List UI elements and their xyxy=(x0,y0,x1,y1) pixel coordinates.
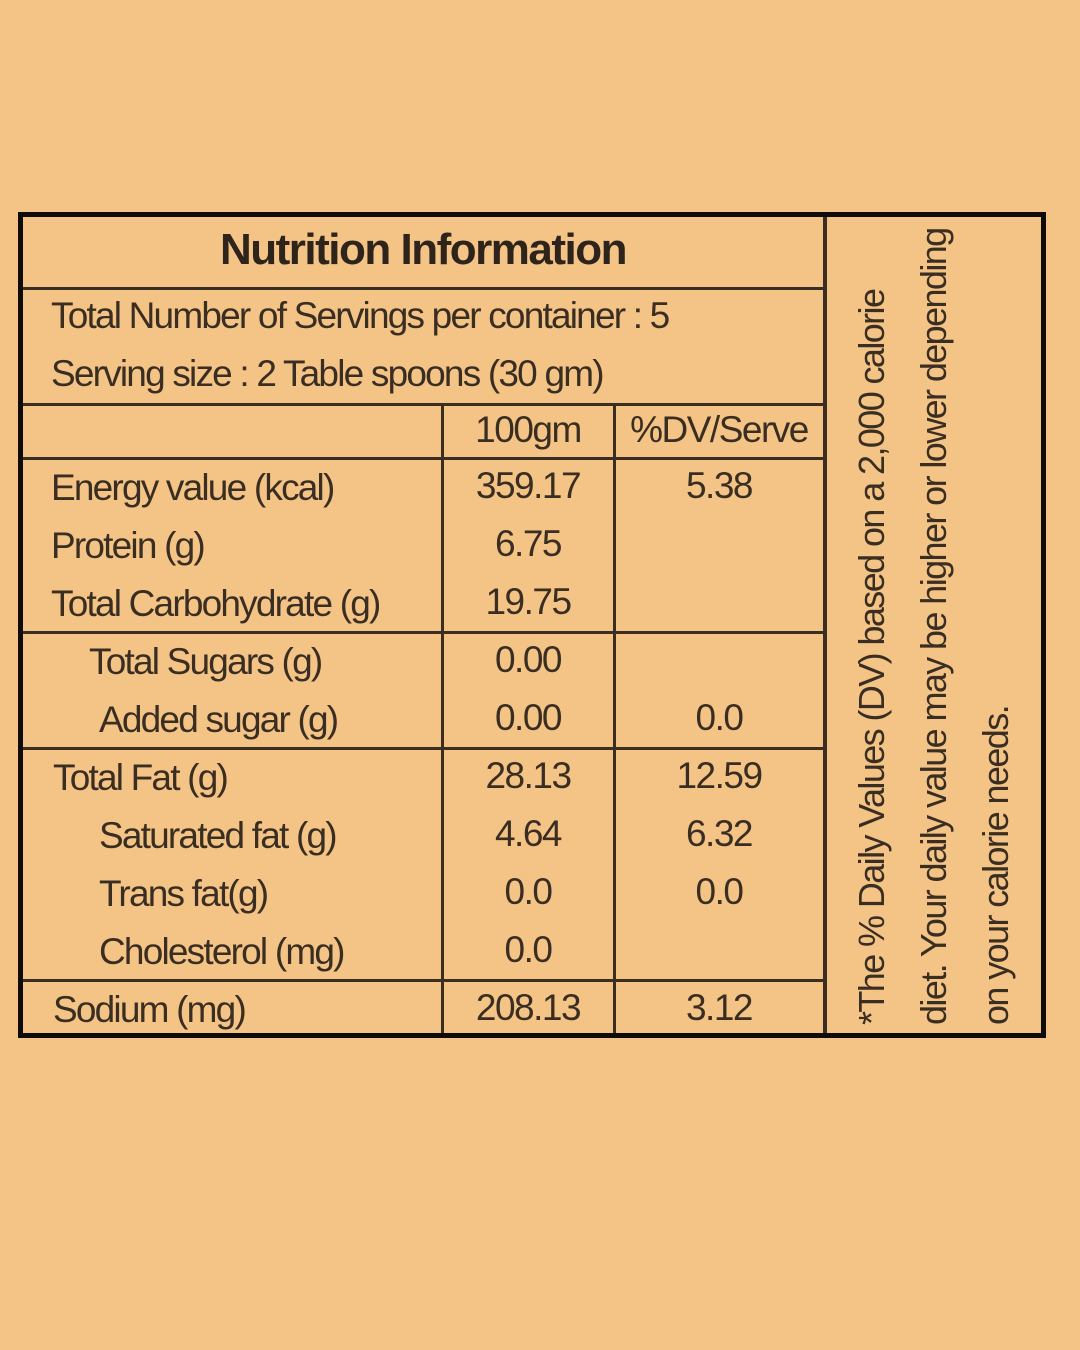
divider xyxy=(23,287,823,290)
divider xyxy=(23,631,823,634)
divider xyxy=(23,403,823,406)
row-added-sugar-label: Added sugar (g) xyxy=(99,699,339,740)
row-total-fat-dv: 12.59 xyxy=(676,755,763,796)
nutrition-table: Nutrition Information Total Number of Se… xyxy=(23,217,827,1033)
divider xyxy=(23,979,823,982)
row-total-fat-per100: 28.13 xyxy=(485,755,572,796)
row-carbohydrate-label: Total Carbohydrate (g) xyxy=(51,583,381,624)
column-header-100gm: 100gm xyxy=(475,409,582,450)
row-trans-fat-per100: 0.0 xyxy=(504,871,553,912)
divider xyxy=(23,747,823,750)
row-cholesterol-label: Cholesterol (mg) xyxy=(99,931,345,972)
row-total-sugars-per100: 0.00 xyxy=(494,639,563,680)
row-trans-fat-label: Trans fat(g) xyxy=(99,873,269,914)
row-carbohydrate-per100: 19.75 xyxy=(485,581,572,622)
row-added-sugar-per100: 0.00 xyxy=(494,697,563,738)
row-energy-label: Energy value (kcal) xyxy=(51,467,335,508)
row-protein-per100: 6.75 xyxy=(494,523,563,564)
row-total-sugars-label: Total Sugars (g) xyxy=(89,641,323,682)
nutrition-label: Nutrition Information Total Number of Se… xyxy=(18,212,1046,1038)
row-sodium-label: Sodium (mg) xyxy=(53,989,247,1030)
row-saturated-fat-per100: 4.64 xyxy=(494,813,563,854)
row-saturated-fat-label: Saturated fat (g) xyxy=(99,815,338,856)
row-energy-dv: 5.38 xyxy=(685,465,754,506)
row-cholesterol-per100: 0.0 xyxy=(504,929,553,970)
column-divider xyxy=(613,403,616,1033)
column-divider xyxy=(441,403,444,1033)
row-added-sugar-dv: 0.0 xyxy=(695,697,744,738)
row-total-fat-label: Total Fat (g) xyxy=(53,757,229,798)
column-header-dv: %DV/Serve xyxy=(630,409,809,450)
dv-footnote: *The % Daily Values (DV) based on a 2,00… xyxy=(851,228,1016,1025)
row-trans-fat-dv: 0.0 xyxy=(695,871,744,912)
row-saturated-fat-dv: 6.32 xyxy=(685,813,754,854)
row-sodium-per100: 208.13 xyxy=(475,987,582,1028)
label-title: Nutrition Information xyxy=(220,225,628,274)
row-energy-per100: 359.17 xyxy=(475,465,582,506)
serving-size: Serving size : 2 Table spoons (30 gm) xyxy=(51,353,605,394)
footnote-panel: *The % Daily Values (DV) based on a 2,00… xyxy=(829,217,1039,1033)
row-sodium-dv: 3.12 xyxy=(685,987,754,1028)
row-protein-label: Protein (g) xyxy=(51,525,206,566)
divider xyxy=(23,457,823,460)
servings-per-container: Total Number of Servings per container :… xyxy=(51,295,670,336)
